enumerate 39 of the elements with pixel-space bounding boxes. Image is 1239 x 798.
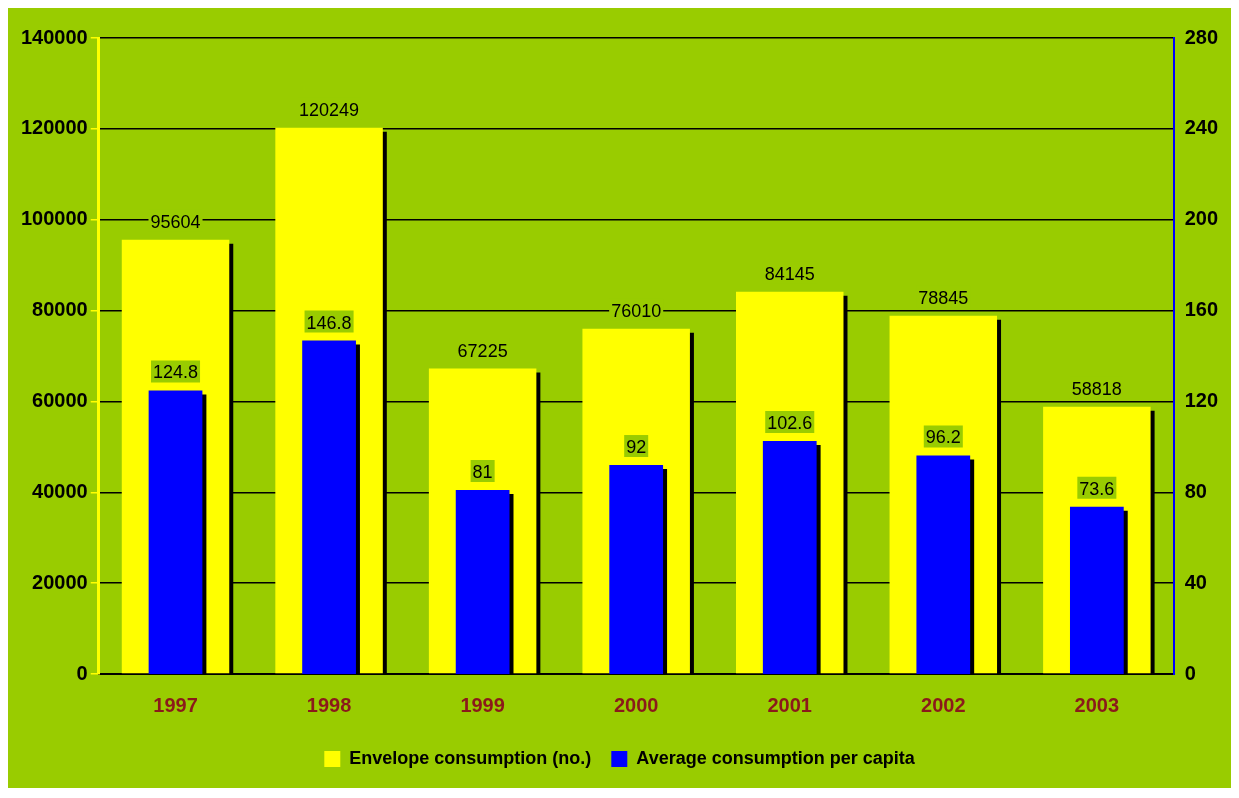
data-label: 102.6 bbox=[767, 412, 813, 433]
y-tick-label: 20000 bbox=[32, 570, 88, 593]
y-tick-label: 60000 bbox=[32, 388, 88, 411]
data-label: 146.8 bbox=[306, 312, 352, 333]
x-tick-label: 2001 bbox=[767, 693, 812, 716]
data-label: 78845 bbox=[918, 287, 969, 308]
y-tick-label: 120000 bbox=[20, 116, 88, 139]
y2-tick-label: 80 bbox=[1184, 479, 1207, 502]
data-label: 120249 bbox=[299, 99, 360, 120]
data-label: 81 bbox=[472, 461, 493, 482]
legend-label: Envelope consumption (no.) bbox=[349, 747, 592, 768]
data-label: 92 bbox=[626, 437, 647, 457]
data-label: 95604 bbox=[150, 211, 201, 232]
y-tick-label: 140000 bbox=[20, 25, 88, 48]
x-tick-label: 2002 bbox=[921, 693, 966, 716]
data-label: 124.8 bbox=[152, 362, 199, 383]
data-label: 84145 bbox=[764, 263, 815, 284]
x-tick-label: 1999 bbox=[460, 693, 505, 716]
data-label: 58818 bbox=[1071, 378, 1122, 399]
x-tick-label: 1998 bbox=[306, 693, 352, 716]
y2-tick-label: 40 bbox=[1184, 570, 1207, 593]
data-label: 76010 bbox=[611, 300, 662, 321]
y-tick-label: 80000 bbox=[32, 298, 88, 321]
legend-label: Average consumption per capita bbox=[636, 747, 916, 768]
y-tick-label: 100000 bbox=[20, 207, 88, 230]
y-tick-label: 40000 bbox=[32, 479, 88, 502]
data-label: 67225 bbox=[457, 340, 508, 361]
y2-tick-label: 120 bbox=[1184, 388, 1219, 411]
y-tick-label: 0 bbox=[76, 661, 88, 684]
x-tick-label: 1997 bbox=[153, 693, 198, 716]
y2-tick-label: 160 bbox=[1184, 298, 1219, 321]
x-tick-label: 2003 bbox=[1074, 693, 1120, 716]
y2-tick-label: 240 bbox=[1184, 116, 1219, 139]
y2-tick-label: 200 bbox=[1184, 207, 1219, 230]
y2-tick-label: 0 bbox=[1184, 661, 1196, 684]
y2-tick-label: 280 bbox=[1184, 25, 1219, 48]
x-tick-label: 2000 bbox=[613, 693, 659, 716]
data-label: 73.6 bbox=[1079, 478, 1115, 499]
data-label: 96.2 bbox=[925, 427, 961, 448]
